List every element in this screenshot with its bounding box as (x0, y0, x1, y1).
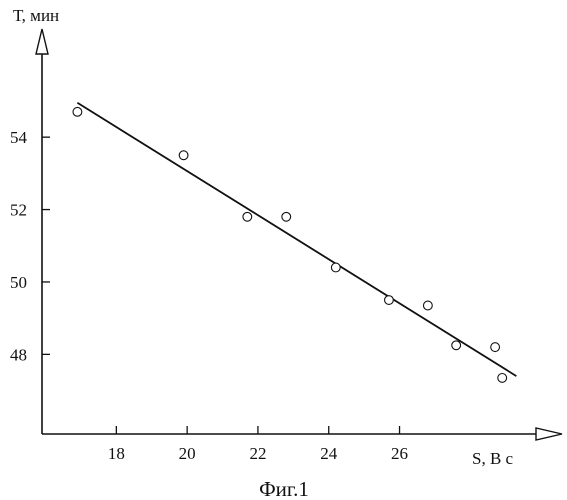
y-tick-label-50: 50 (10, 273, 27, 292)
data-point-1 (73, 107, 82, 116)
trend-line (77, 103, 516, 376)
data-point-2 (179, 151, 188, 160)
y-axis-label: Т, мин (13, 6, 59, 25)
data-point-4 (282, 212, 291, 221)
data-point-8 (452, 341, 461, 350)
y-tick-label-52: 52 (10, 201, 27, 220)
figure-caption: Фиг.1 (259, 477, 309, 500)
data-points (73, 107, 507, 382)
x-tick-label-24: 24 (320, 444, 338, 463)
data-point-5 (331, 263, 340, 272)
data-point-7 (423, 301, 432, 310)
ticks: 18 20 22 24 26 48 50 52 54 (10, 128, 408, 463)
data-point-3 (243, 212, 252, 221)
x-tick-label-18: 18 (108, 444, 125, 463)
y-axis-arrow (36, 29, 48, 54)
y-tick-label-54: 54 (10, 128, 28, 147)
data-point-9 (491, 343, 500, 352)
data-point-10 (498, 373, 507, 382)
x-tick-label-20: 20 (179, 444, 196, 463)
x-tick-label-22: 22 (249, 444, 266, 463)
x-axis-label: S, В с (472, 449, 514, 468)
y-tick-label-48: 48 (10, 345, 27, 364)
x-tick-label-26: 26 (391, 444, 408, 463)
data-point-6 (385, 296, 394, 305)
x-axis-arrow (536, 428, 562, 440)
axes (36, 29, 562, 440)
